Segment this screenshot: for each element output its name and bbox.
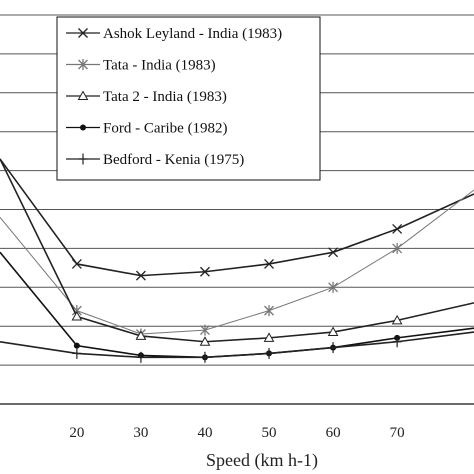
x-tick-label: 50	[262, 425, 277, 441]
legend-label: Ford - Caribe (1982)	[103, 121, 228, 137]
x-tick-label: 60	[326, 425, 341, 441]
data-point	[328, 247, 339, 258]
data-point	[136, 351, 146, 363]
series-line	[0, 158, 474, 343]
data-point	[328, 342, 338, 354]
series-line	[0, 158, 474, 277]
legend-item: Tata - India (1983)	[66, 58, 216, 74]
data-point	[72, 347, 82, 359]
data-point	[327, 326, 339, 337]
data-point	[328, 281, 339, 293]
data-point	[71, 259, 82, 269]
data-point	[200, 351, 210, 363]
legend-item: Tata 2 - India (1983)	[66, 89, 227, 105]
x-tick-label: 40	[197, 425, 212, 441]
data-point	[200, 266, 210, 277]
legend-label: Ashok Leyland - India (1983)	[103, 26, 282, 42]
data-point	[263, 332, 275, 342]
series-line	[0, 331, 474, 359]
x-tick-label: 70	[390, 425, 405, 441]
legend-item: Bedford - Kenia (1975)	[66, 152, 244, 168]
legend: Ashok Leyland - India (1983) Tata - India…	[56, 16, 321, 181]
data-point	[392, 336, 402, 348]
data-point	[392, 242, 403, 254]
data-point	[135, 330, 147, 340]
data-point	[73, 342, 80, 349]
data-point	[264, 305, 274, 317]
x-axis-title: Speed (km h-1)	[206, 450, 318, 471]
series-asterisk	[0, 189, 474, 340]
x-tick-labels: 20 30 40 50 60 70	[69, 425, 404, 441]
data-point	[264, 259, 274, 269]
data-point	[392, 223, 403, 234]
legend-item: Ashok Leyland - India (1983)	[66, 26, 282, 42]
series-layer	[0, 158, 474, 363]
legend-label: Tata 2 - India (1983)	[103, 89, 227, 105]
data-point	[71, 310, 83, 321]
legend-label: Bedford - Kenia (1975)	[103, 152, 244, 168]
legend-item: Ford - Caribe (1982)	[66, 121, 228, 137]
data-point	[264, 347, 274, 359]
series-x	[0, 158, 474, 281]
data-point	[135, 270, 146, 281]
x-tick-label: 20	[69, 425, 84, 441]
x-tick-label: 30	[133, 425, 148, 441]
series-plus	[0, 331, 474, 363]
data-point	[199, 336, 211, 346]
data-point	[200, 324, 210, 336]
legend-label: Tata - India (1983)	[103, 58, 216, 74]
data-point	[391, 314, 403, 325]
series-line	[0, 189, 474, 335]
series-triangle	[0, 158, 474, 346]
legend-box	[56, 16, 321, 181]
